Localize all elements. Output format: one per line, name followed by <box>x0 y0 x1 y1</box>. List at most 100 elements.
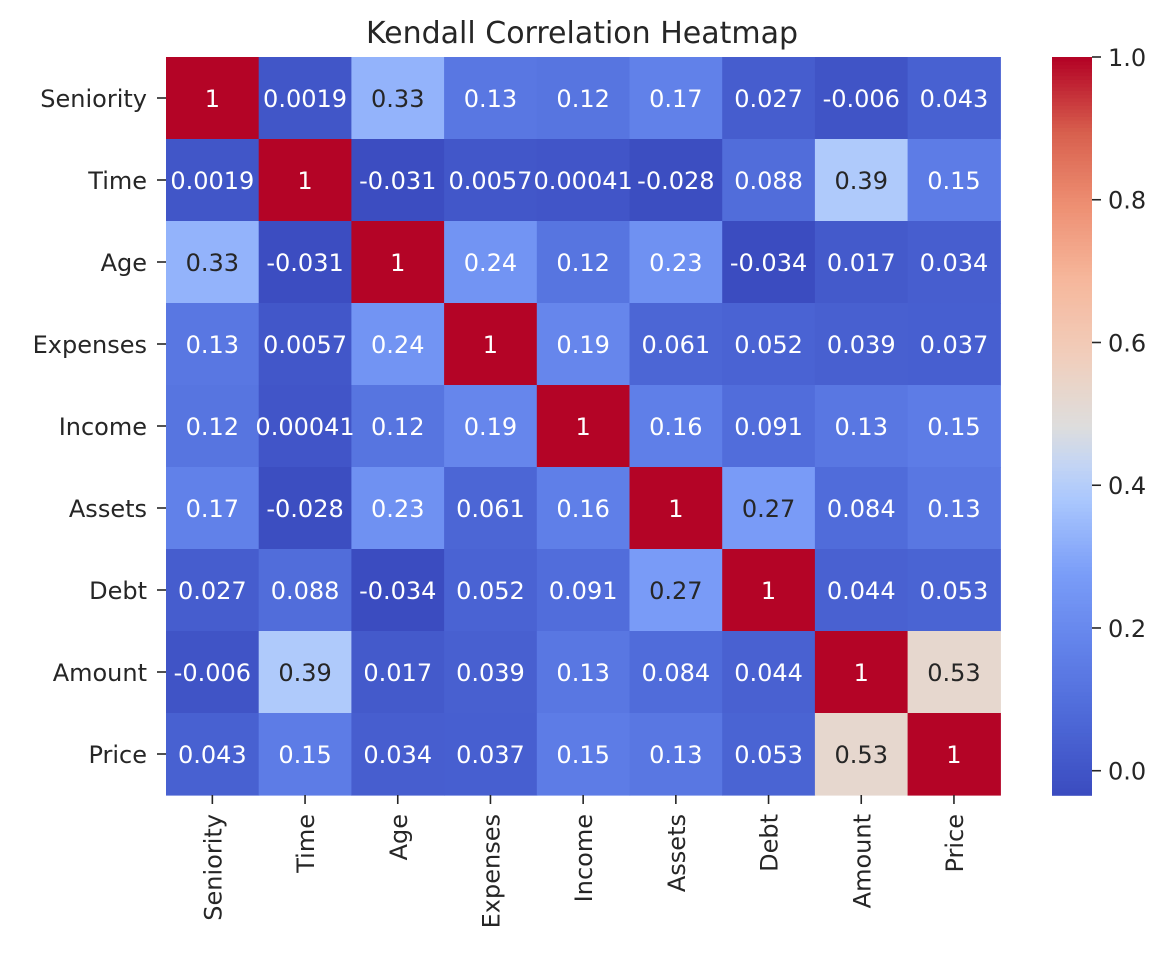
colorbar-segment <box>1052 363 1092 368</box>
colorbar-segment <box>1052 300 1092 306</box>
cell-annotation: 0.017 <box>363 659 432 687</box>
colorbar-segment <box>1052 584 1092 590</box>
colorbar-segment <box>1052 175 1092 180</box>
heatmap-cell-time-income <box>536 139 631 222</box>
cell-annotation: 1 <box>946 741 961 769</box>
colorbar-segment <box>1052 289 1092 294</box>
heatmap-cell-income-debt <box>722 385 816 468</box>
colorbar-segment <box>1052 271 1092 276</box>
colorbar-segment <box>1052 411 1092 416</box>
cell-annotation: 0.19 <box>464 413 517 441</box>
colorbar-segment <box>1052 211 1092 217</box>
colorbar-segment <box>1052 259 1092 265</box>
colorbar-segment <box>1052 577 1092 582</box>
x-tick-label: Amount <box>848 814 876 908</box>
colorbar-segment <box>1052 643 1092 649</box>
x-tick-label: Debt <box>756 814 784 872</box>
cell-annotation: -0.028 <box>637 167 714 195</box>
heatmap-cells <box>166 57 1001 796</box>
colorbar-segment <box>1052 772 1092 778</box>
cell-annotation: 0.23 <box>371 495 424 523</box>
colorbar-segment <box>1052 193 1092 199</box>
heatmap-cell-seniority-debt <box>722 57 816 140</box>
colorbar-segment <box>1052 101 1092 106</box>
cell-annotation: 0.061 <box>456 495 525 523</box>
cell-annotation: 0.33 <box>186 249 239 277</box>
colorbar-tick-label: 0.2 <box>1108 615 1146 643</box>
chart-title: Kendall Correlation Heatmap <box>366 16 798 51</box>
colorbar-segment <box>1052 141 1092 147</box>
colorbar-segment <box>1052 326 1092 331</box>
heatmap-cell-assets-time <box>258 467 352 550</box>
colorbar-segment <box>1052 724 1092 730</box>
colorbar-segment <box>1052 514 1092 520</box>
colorbar-segment <box>1052 451 1092 457</box>
cell-annotation: 0.13 <box>464 85 517 113</box>
heatmap-cell-expenses-income <box>536 303 631 386</box>
colorbar-segment <box>1052 108 1092 114</box>
heatmap-cell-time-age <box>351 139 445 222</box>
colorbar-segment <box>1052 676 1092 682</box>
heatmap-cell-assets-assets <box>629 467 723 550</box>
cell-annotation: 0.00041 <box>255 413 354 441</box>
colorbar-segment <box>1052 278 1092 283</box>
colorbar-segment <box>1052 274 1092 280</box>
colorbar-segment <box>1052 82 1092 88</box>
colorbar-segment <box>1052 717 1092 722</box>
cell-annotation: 0.12 <box>186 413 239 441</box>
heatmap-cell-expenses-age <box>351 303 445 386</box>
colorbar-segment <box>1052 654 1092 660</box>
heatmap-cell-income-assets <box>629 385 723 468</box>
colorbar-segment <box>1052 407 1092 413</box>
cell-annotation: 0.084 <box>641 659 710 687</box>
heatmap-cell-price-time <box>258 713 352 796</box>
cell-annotation: 1 <box>854 659 869 687</box>
colorbar-segment <box>1052 558 1092 564</box>
colorbar-segment <box>1052 603 1092 608</box>
colorbar-segment <box>1052 285 1092 291</box>
colorbar-segment <box>1052 783 1092 789</box>
colorbar-segment <box>1052 687 1092 693</box>
colorbar-segment <box>1052 544 1092 549</box>
colorbar-segment <box>1052 138 1092 143</box>
cell-annotation: 0.044 <box>734 659 803 687</box>
cell-annotation: 0.0019 <box>170 167 254 195</box>
cell-annotation: 0.27 <box>742 495 795 523</box>
colorbar-segment <box>1052 791 1092 796</box>
cell-annotation: 0.53 <box>835 741 888 769</box>
colorbar-segment <box>1052 658 1092 663</box>
colorbar-segment <box>1052 119 1092 125</box>
colorbar-segment <box>1052 647 1092 652</box>
colorbar-segment <box>1052 234 1092 239</box>
colorbar-segment <box>1052 90 1092 95</box>
colorbar-segment <box>1052 60 1092 66</box>
colorbar-segment <box>1052 459 1092 464</box>
x-tick-label: Age <box>385 814 413 860</box>
y-tick-label: Time <box>87 167 147 195</box>
colorbar-tick-label: 0.8 <box>1108 187 1146 215</box>
colorbar-segment <box>1052 248 1092 254</box>
cell-annotation: 0.061 <box>641 331 710 359</box>
colorbar-segment <box>1052 440 1092 446</box>
colorbar-segment <box>1052 669 1092 675</box>
colorbar-segment <box>1052 713 1092 719</box>
colorbar-segment <box>1052 71 1092 77</box>
colorbar-segment <box>1052 699 1092 704</box>
colorbar-segment <box>1052 617 1092 623</box>
colorbar-segment <box>1052 68 1092 73</box>
colorbar-segment <box>1052 104 1092 110</box>
cell-annotation: 0.16 <box>649 413 702 441</box>
heatmap-cell-time-expenses <box>444 139 538 222</box>
colorbar-segment <box>1052 344 1092 350</box>
colorbar-segment <box>1052 160 1092 165</box>
cell-annotation: 0.034 <box>920 249 989 277</box>
colorbar-segment <box>1052 385 1092 390</box>
colorbar-segment <box>1052 418 1092 424</box>
x-tick-label: Price <box>941 814 969 873</box>
colorbar-segment <box>1052 186 1092 191</box>
colorbar-segment <box>1052 403 1092 409</box>
colorbar-segment <box>1052 702 1092 708</box>
cell-annotations: 1 0.0019 0.33 0.13 0.12 0.17 0.027 -0.006 0.043 0… <box>170 85 988 769</box>
heatmap-cell-price-expenses <box>444 713 538 796</box>
